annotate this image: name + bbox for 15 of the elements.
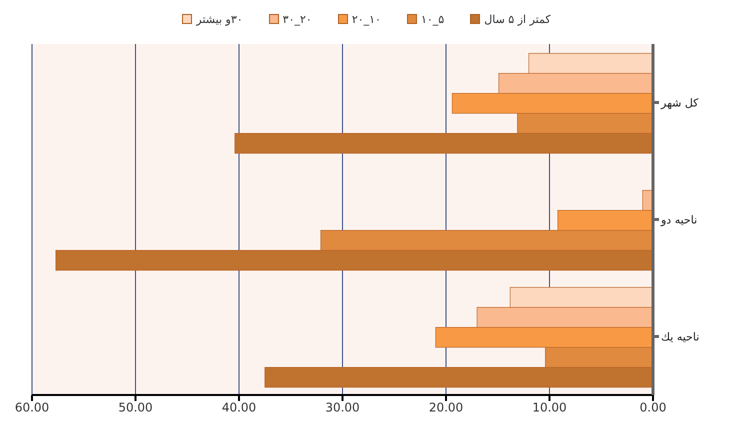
x-tick-label: 40.00 bbox=[222, 400, 256, 415]
y-tick-label: ناحیه یك bbox=[661, 330, 700, 344]
x-tick-label: 20.00 bbox=[428, 400, 464, 415]
x-tick-label: 60.00 bbox=[14, 400, 50, 415]
y-tick-label: کل شهر bbox=[660, 96, 700, 110]
y-tick-label: ناحیه دو bbox=[660, 213, 698, 226]
x-tick-label: 30.00 bbox=[325, 400, 360, 415]
x-tick-label: 10.00 bbox=[532, 400, 567, 415]
x-tick-label: 50.00 bbox=[118, 400, 153, 415]
legend-label: ۲۰_۳۰ bbox=[282, 12, 312, 26]
legend-label: ۵_۱۰ bbox=[420, 12, 444, 26]
legend-label: کمتر از ۵ سال bbox=[484, 12, 551, 26]
x-tick-label: 0.00 bbox=[640, 400, 666, 415]
legend-label: ۱۰_۲۰ bbox=[352, 12, 381, 26]
legend-label: ۳۰و بیشتر bbox=[196, 12, 243, 26]
